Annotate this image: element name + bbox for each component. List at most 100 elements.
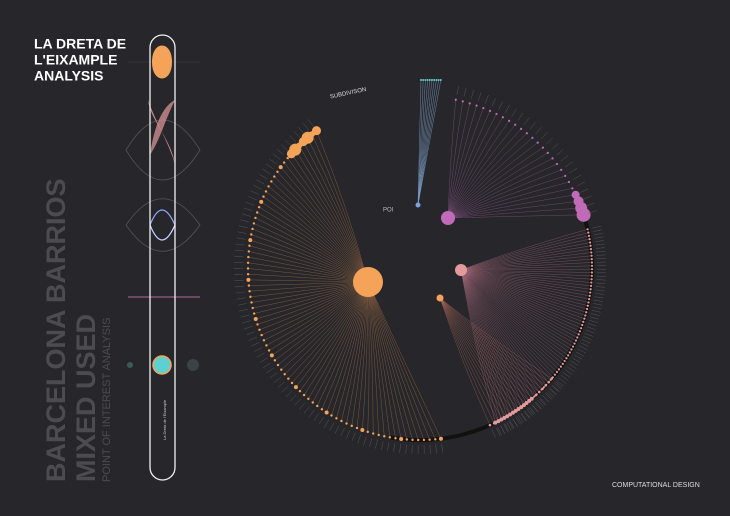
node-dot — [587, 301, 590, 304]
label-stub — [580, 188, 589, 193]
label-stub — [516, 416, 522, 424]
link-line — [447, 214, 584, 219]
node-dot — [273, 175, 276, 178]
link-line — [460, 265, 592, 271]
label-stub — [281, 386, 289, 393]
node-dot — [557, 368, 561, 371]
link-line — [460, 269, 502, 420]
node-dot — [388, 436, 392, 439]
label-stub — [498, 101, 503, 110]
label-stub — [577, 348, 586, 354]
link-line — [460, 269, 592, 280]
label-stub — [441, 443, 443, 453]
link-line — [447, 194, 576, 219]
node-dot — [311, 401, 314, 404]
label-stub — [500, 425, 505, 434]
label-stub — [570, 360, 579, 366]
link-line — [417, 79, 424, 206]
label-stub — [329, 422, 335, 431]
link-line — [447, 201, 579, 219]
label-stub — [573, 174, 582, 180]
link-line — [417, 79, 435, 206]
node-dot — [249, 295, 252, 299]
label-stub — [293, 131, 301, 139]
node-dot — [564, 174, 567, 177]
link-line — [417, 79, 437, 206]
label-stub — [593, 233, 603, 236]
label-stub — [520, 413, 527, 422]
node-dot — [541, 146, 544, 149]
link-line — [460, 269, 567, 359]
node-dot — [573, 342, 576, 345]
node-dot — [420, 79, 422, 81]
link-line — [439, 297, 495, 424]
link-line — [460, 269, 562, 367]
title-line: L'EIXAMPLE — [34, 52, 117, 68]
link-line — [439, 297, 540, 393]
node-dot — [437, 79, 440, 81]
link-line — [439, 297, 546, 386]
node-dot — [426, 79, 429, 81]
label-stub — [248, 196, 257, 201]
label-stub — [375, 439, 378, 449]
node-dot — [571, 187, 574, 190]
link-line — [460, 269, 545, 388]
label-stub — [595, 243, 605, 246]
node-dot — [588, 294, 591, 297]
label-stub — [256, 352, 265, 358]
label-stub — [345, 430, 350, 439]
label-stub — [234, 255, 244, 258]
label-stub — [552, 385, 560, 392]
link-line — [460, 248, 591, 271]
node-dot — [568, 351, 571, 354]
node-dot — [257, 205, 261, 209]
link-line — [447, 163, 558, 219]
label-stub — [523, 410, 530, 419]
link-line — [439, 297, 549, 383]
label-stub — [273, 377, 281, 384]
node-dot — [590, 278, 593, 281]
link-line — [447, 120, 510, 219]
node-dot — [366, 430, 369, 434]
label-stub — [596, 250, 606, 253]
label-stub — [484, 94, 489, 104]
link-line — [341, 281, 369, 422]
link-line — [447, 188, 573, 219]
label-stub — [334, 425, 340, 434]
node-dot — [320, 408, 324, 411]
side-title: BARCELONA BARRIOS — [41, 179, 71, 483]
label-stub — [588, 210, 597, 214]
label-stub — [256, 179, 265, 185]
link-line — [460, 269, 516, 411]
label-stub — [393, 443, 396, 453]
node-dot — [278, 165, 283, 170]
node-dot — [482, 106, 485, 110]
link-line — [460, 269, 553, 378]
node-dot — [585, 311, 588, 314]
link-line — [367, 281, 385, 437]
link-line — [367, 281, 396, 439]
link-line — [346, 281, 369, 424]
label-stub — [381, 441, 384, 450]
node-dot — [537, 390, 541, 394]
label-stub — [456, 86, 459, 95]
node-dot — [316, 404, 319, 408]
node-dot — [246, 277, 251, 282]
label-stub — [463, 87, 467, 97]
label-stub — [565, 161, 573, 168]
node-dot — [293, 385, 298, 390]
node-dot — [590, 281, 593, 284]
node-dot — [280, 368, 283, 371]
node-dot — [546, 151, 549, 155]
link-line — [417, 79, 422, 206]
label-stub — [234, 285, 244, 288]
node-dot — [360, 428, 365, 433]
label-stub — [593, 229, 603, 232]
link-line — [439, 297, 519, 410]
label-stub — [405, 444, 407, 454]
label-stub — [351, 432, 356, 442]
label-stub — [236, 237, 246, 240]
link-line — [460, 269, 572, 350]
link-line — [447, 207, 582, 219]
